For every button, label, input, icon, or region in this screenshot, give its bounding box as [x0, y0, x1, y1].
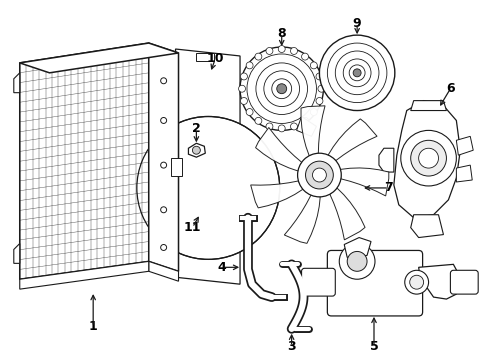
Circle shape: [306, 161, 333, 189]
Circle shape: [401, 130, 456, 186]
Circle shape: [161, 117, 167, 123]
Text: 7: 7: [385, 181, 393, 194]
Text: 9: 9: [353, 17, 362, 30]
FancyBboxPatch shape: [450, 270, 478, 294]
Polygon shape: [411, 215, 443, 238]
Circle shape: [266, 123, 273, 130]
Text: 4: 4: [218, 261, 226, 274]
Polygon shape: [256, 127, 302, 171]
Polygon shape: [341, 168, 389, 196]
Circle shape: [316, 98, 323, 104]
Polygon shape: [328, 119, 377, 161]
Circle shape: [291, 123, 297, 130]
Polygon shape: [20, 261, 149, 289]
Circle shape: [161, 207, 167, 213]
Text: 5: 5: [369, 340, 378, 353]
Circle shape: [418, 148, 439, 168]
Circle shape: [411, 140, 446, 176]
Polygon shape: [284, 195, 320, 243]
Circle shape: [255, 117, 262, 124]
FancyBboxPatch shape: [327, 251, 422, 316]
Circle shape: [301, 117, 309, 124]
Polygon shape: [251, 181, 303, 208]
Polygon shape: [14, 73, 20, 93]
Circle shape: [161, 244, 167, 251]
Text: 6: 6: [446, 82, 455, 95]
Circle shape: [137, 117, 280, 260]
Polygon shape: [149, 261, 178, 281]
Circle shape: [239, 85, 245, 92]
Text: 1: 1: [89, 320, 98, 333]
Polygon shape: [456, 165, 472, 182]
Circle shape: [278, 125, 285, 132]
Circle shape: [353, 69, 361, 77]
Text: 3: 3: [287, 340, 296, 353]
Circle shape: [297, 153, 341, 197]
Text: 2: 2: [192, 122, 201, 135]
Circle shape: [240, 47, 323, 130]
Circle shape: [316, 73, 323, 80]
Polygon shape: [411, 100, 446, 111]
Polygon shape: [456, 136, 473, 155]
Polygon shape: [296, 117, 317, 136]
Polygon shape: [379, 148, 394, 172]
Polygon shape: [418, 264, 460, 299]
Polygon shape: [20, 43, 149, 279]
Text: 8: 8: [277, 27, 286, 40]
Circle shape: [193, 146, 200, 154]
Polygon shape: [301, 106, 325, 156]
Polygon shape: [14, 243, 20, 264]
Polygon shape: [330, 188, 365, 240]
Circle shape: [241, 98, 247, 104]
Polygon shape: [189, 143, 205, 157]
Circle shape: [161, 78, 167, 84]
Circle shape: [266, 48, 273, 54]
Circle shape: [277, 84, 287, 94]
Polygon shape: [175, 49, 240, 284]
Circle shape: [246, 62, 253, 69]
Bar: [196, 53, 214, 61]
Text: 10: 10: [206, 53, 224, 66]
Polygon shape: [149, 43, 178, 271]
Polygon shape: [344, 238, 371, 257]
Circle shape: [241, 73, 247, 80]
Polygon shape: [20, 43, 178, 73]
Circle shape: [318, 85, 325, 92]
Circle shape: [291, 48, 297, 54]
Circle shape: [161, 162, 167, 168]
Circle shape: [347, 251, 367, 271]
Circle shape: [246, 109, 253, 116]
Circle shape: [339, 243, 375, 279]
Circle shape: [310, 109, 318, 116]
Circle shape: [410, 275, 424, 289]
Circle shape: [278, 46, 285, 53]
Circle shape: [319, 35, 395, 111]
Circle shape: [310, 62, 318, 69]
Circle shape: [301, 53, 309, 60]
FancyBboxPatch shape: [301, 268, 335, 296]
Circle shape: [313, 168, 326, 182]
Circle shape: [255, 53, 262, 60]
Polygon shape: [394, 100, 460, 218]
Circle shape: [405, 270, 429, 294]
Bar: [171, 158, 182, 176]
Text: 11: 11: [184, 221, 201, 234]
